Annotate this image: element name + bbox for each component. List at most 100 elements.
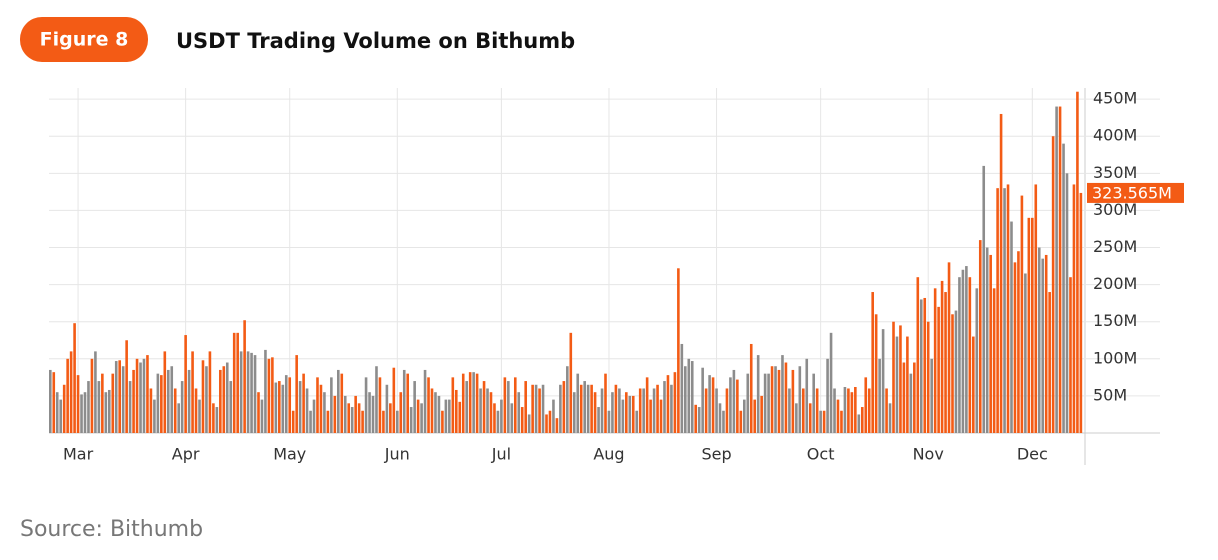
- bar: [958, 277, 961, 433]
- bar: [906, 336, 909, 433]
- bar: [163, 351, 167, 433]
- bar: [892, 321, 895, 433]
- bar: [926, 321, 930, 433]
- bar: [597, 407, 600, 433]
- bar: [854, 387, 857, 433]
- bar: [482, 381, 486, 433]
- bar: [791, 369, 795, 433]
- bar: [160, 375, 163, 433]
- bar: [538, 388, 541, 433]
- bar: [628, 395, 632, 433]
- bar: [1010, 221, 1013, 433]
- bar: [347, 403, 351, 433]
- bar: [677, 268, 680, 433]
- bar: [1062, 143, 1065, 434]
- bar: [867, 388, 871, 433]
- bar: [177, 403, 180, 433]
- bar: [559, 384, 562, 433]
- bar: [1003, 188, 1006, 433]
- bar: [475, 373, 479, 433]
- bar: [441, 410, 444, 433]
- bar: [156, 373, 160, 433]
- bar: [229, 381, 233, 433]
- bar: [729, 377, 732, 433]
- bar: [1006, 184, 1010, 433]
- chart-title: USDT Trading Volume on Bithumb: [176, 29, 575, 53]
- bar: [507, 381, 510, 433]
- bar: [149, 388, 153, 433]
- bar: [479, 388, 482, 433]
- bar: [996, 188, 999, 433]
- bar: [180, 381, 184, 433]
- bar: [1069, 277, 1072, 433]
- bar: [600, 388, 604, 433]
- x-tick-label: Jun: [384, 445, 410, 464]
- bar: [524, 381, 527, 433]
- bar: [396, 410, 399, 433]
- bar: [198, 399, 201, 433]
- bar: [562, 381, 566, 433]
- bar: [62, 384, 66, 433]
- bar: [982, 165, 986, 433]
- bar: [128, 381, 132, 433]
- bar: [468, 372, 472, 433]
- bar: [444, 399, 448, 433]
- bar: [309, 410, 312, 433]
- bar: [881, 329, 885, 433]
- bar: [534, 384, 538, 433]
- bar: [253, 355, 257, 433]
- bar: [194, 388, 198, 433]
- bar: [368, 392, 371, 433]
- bar: [1072, 184, 1076, 433]
- bar: [607, 410, 611, 433]
- bar: [815, 388, 819, 433]
- bar: [52, 372, 56, 433]
- bar: [833, 388, 836, 433]
- bar: [684, 366, 687, 433]
- bar: [576, 373, 580, 433]
- bar: [215, 407, 219, 433]
- bar: [451, 377, 455, 433]
- bar: [420, 403, 423, 433]
- bar: [819, 410, 822, 433]
- bar: [614, 384, 618, 433]
- y-tick-label: 200M: [1093, 274, 1137, 293]
- bar: [579, 384, 583, 433]
- bar: [788, 388, 791, 433]
- bar: [590, 384, 593, 433]
- bar: [205, 366, 208, 433]
- bar: [604, 373, 607, 433]
- bar: [493, 403, 496, 433]
- bar: [992, 288, 996, 433]
- bar: [801, 388, 805, 433]
- bar: [864, 377, 868, 433]
- bar: [756, 355, 760, 433]
- bar: [430, 388, 434, 433]
- bar: [736, 379, 739, 433]
- bar: [153, 399, 156, 433]
- bar: [1027, 217, 1031, 433]
- bar: [427, 377, 430, 433]
- last-value-badge: [1087, 182, 1184, 203]
- bar: [743, 399, 746, 433]
- bar: [843, 387, 847, 433]
- bar: [961, 269, 965, 433]
- bar: [722, 410, 725, 433]
- bar: [350, 407, 354, 433]
- bar: [267, 358, 271, 433]
- bar: [808, 403, 812, 433]
- bar: [690, 361, 694, 433]
- bar: [545, 414, 548, 433]
- bar: [857, 414, 861, 433]
- bar: [795, 403, 798, 433]
- bar: [1031, 217, 1034, 433]
- bar: [673, 372, 677, 433]
- bar: [618, 388, 621, 433]
- bar: [472, 372, 475, 433]
- bar: [874, 314, 878, 433]
- bar: [978, 240, 982, 433]
- bar: [517, 392, 521, 433]
- bar: [243, 320, 246, 433]
- x-tick-label: Dec: [1017, 445, 1048, 464]
